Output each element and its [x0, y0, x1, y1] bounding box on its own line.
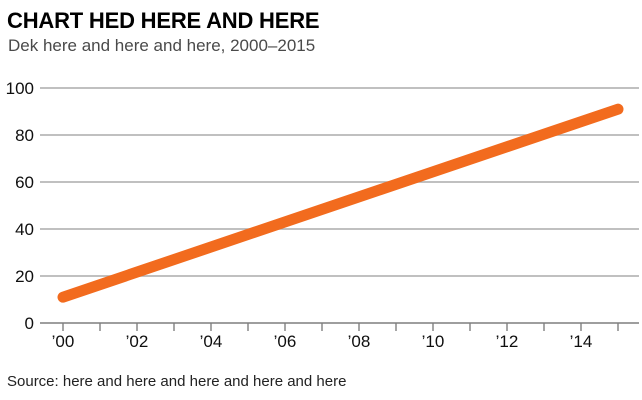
x-tick-label-2006: ’06 [274, 332, 297, 351]
y-tick-label-100: 100 [6, 79, 34, 98]
y-tick-label-0: 0 [25, 314, 34, 333]
x-tick-label-2002: ’02 [126, 332, 149, 351]
chart-subtitle: Dek here and here and here, 2000–2015 [8, 36, 316, 55]
x-tick-label-2010: ’10 [422, 332, 445, 351]
data-line-series-1 [57, 103, 624, 303]
y-tick-label-20: 20 [15, 267, 34, 286]
y-tick-label-60: 60 [15, 173, 34, 192]
x-tick-label-2000: ’00 [52, 332, 75, 351]
source-note: Source: here and here and here and here … [7, 373, 347, 390]
y-tick-label-80: 80 [15, 126, 34, 145]
y-tick-label-40: 40 [15, 220, 34, 239]
x-tick-label-2008: ’08 [348, 332, 371, 351]
x-tick-label-2014: ’14 [570, 332, 593, 351]
x-tick-label-2012: ’12 [496, 332, 519, 351]
chart-title: CHART HED HERE AND HERE [7, 8, 320, 33]
x-tick-label-2004: ’04 [200, 332, 223, 351]
